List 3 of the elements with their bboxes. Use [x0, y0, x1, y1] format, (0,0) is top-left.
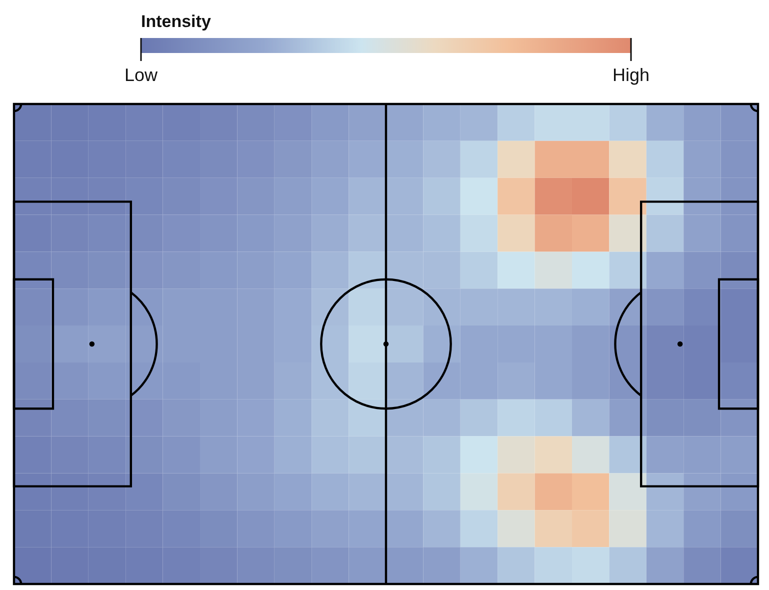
color-bar-label: Low — [124, 65, 159, 85]
color-bar-title: Intensity — [141, 12, 212, 31]
color-bar-label: High — [612, 65, 650, 85]
